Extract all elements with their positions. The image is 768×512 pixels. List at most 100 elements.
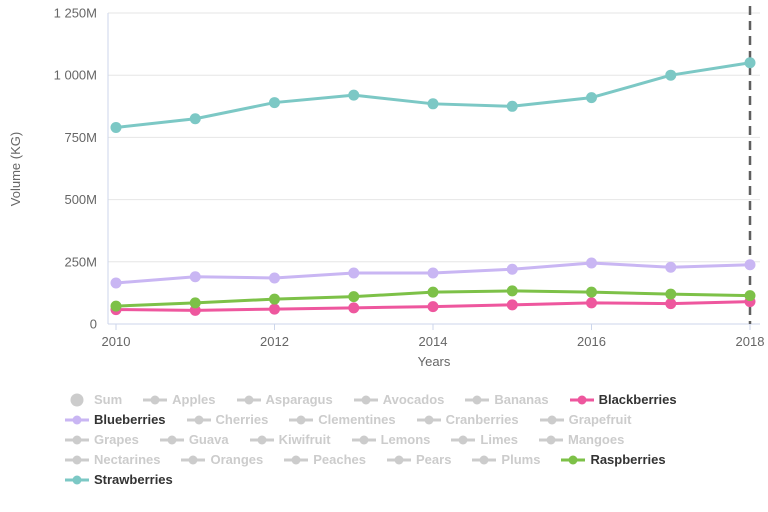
x-axis-tick-label: 2016 [577,334,606,349]
legend-item-guava[interactable]: Guava [159,431,229,448]
legend-item-clementines[interactable]: Clementines [288,411,396,428]
data-point-blackberries-2017[interactable] [665,298,677,310]
data-point-raspberries-2017[interactable] [665,288,677,300]
line-marker-icon [569,395,594,404]
legend-item-kiwifruit[interactable]: Kiwifruit [249,431,331,448]
x-axis-tick-label: 2010 [102,334,131,349]
legend-item-label: Cherries [215,412,269,427]
legend-item-peaches[interactable]: Peaches [283,451,366,468]
legend-item-raspberries[interactable]: Raspberries [560,451,666,468]
legend-item-grapefruit[interactable]: Grapefruit [539,411,632,428]
line-marker-icon [289,415,314,424]
y-axis-tick-label: 1 000M [54,68,97,83]
line-marker-icon [249,435,274,444]
data-point-blueberries-2014[interactable] [427,267,439,279]
y-axis-title: Volume (KG) [8,132,23,206]
legend-item-pears[interactable]: Pears [386,451,451,468]
legend-item-cherries[interactable]: Cherries [186,411,269,428]
data-point-blueberries-2018[interactable] [744,259,756,271]
line-marker-icon [353,395,378,404]
data-point-blackberries-2015[interactable] [506,299,518,311]
data-point-strawberries-2013[interactable] [348,89,360,101]
line-marker-icon [65,475,89,484]
legend-item-label: Raspberries [590,452,666,467]
data-point-blackberries-2016[interactable] [586,297,597,309]
legend-item-label: Kiwifruit [278,432,331,447]
legend-item-label: Asparagus [265,392,333,407]
legend-item-label: Mangoes [567,432,625,447]
legend-item-nectarines[interactable]: Nectarines [64,451,160,468]
legend-item-bananas[interactable]: Bananas [464,391,549,408]
legend-item-cranberries[interactable]: Cranberries [416,411,519,428]
data-point-blueberries-2011[interactable] [189,271,201,283]
y-axis-tick-label: 750M [64,130,97,145]
data-point-blueberries-2017[interactable] [665,261,677,273]
legend-item-lemons[interactable]: Lemons [351,431,430,448]
legend-item-sum[interactable]: Sum [64,391,122,408]
legend-item-oranges[interactable]: Oranges [180,451,263,468]
data-point-raspberries-2018[interactable] [744,290,756,302]
y-axis-tick-label: 250M [64,254,97,269]
data-point-raspberries-2015[interactable] [506,285,518,297]
line-marker-icon [416,415,441,424]
x-axis-tick-label: 2018 [736,334,765,349]
legend-item-grapes[interactable]: Grapes [64,431,139,448]
line-marker-icon [284,455,309,464]
data-point-strawberries-2014[interactable] [427,98,439,110]
x-axis-tick-label: 2012 [260,334,289,349]
data-point-blackberries-2013[interactable] [348,302,360,314]
data-point-blackberries-2012[interactable] [269,303,280,315]
data-point-strawberries-2011[interactable] [189,113,201,125]
legend-item-mangoes[interactable]: Mangoes [538,431,624,448]
legend-item-plums[interactable]: Plums [471,451,540,468]
line-marker-icon [472,455,497,464]
data-point-strawberries-2016[interactable] [586,92,597,104]
legend-item-label: Oranges [210,452,264,467]
line-marker-icon [561,455,586,464]
legend-item-asparagus[interactable]: Asparagus [236,391,333,408]
legend-item-label: Blackberries [598,392,677,407]
y-axis-tick-label: 1 250M [54,6,97,21]
data-point-blueberries-2012[interactable] [269,272,280,284]
y-axis-tick-label: 0 [90,317,97,332]
data-point-strawberries-2018[interactable] [744,57,756,69]
legend-item-limes[interactable]: Limes [450,431,518,448]
line-marker-icon [181,455,206,464]
data-point-raspberries-2012[interactable] [269,293,280,305]
data-point-raspberries-2010[interactable] [110,300,122,312]
line-marker-icon [538,435,563,444]
data-point-blueberries-2016[interactable] [586,257,597,269]
legend-item-apples[interactable]: Apples [142,391,216,408]
line-marker-icon [159,435,184,444]
legend-item-blueberries[interactable]: Blueberries [64,411,166,428]
series-line-strawberries [114,61,752,129]
data-point-strawberries-2010[interactable] [110,121,122,133]
line-marker-icon [465,395,490,404]
data-point-blueberries-2010[interactable] [110,277,122,289]
legend-item-label: Apples [172,392,216,407]
data-point-raspberries-2014[interactable] [427,286,439,298]
data-point-raspberries-2011[interactable] [189,297,201,309]
data-point-strawberries-2017[interactable] [665,69,677,81]
legend-item-label: Clementines [318,412,396,427]
data-point-blackberries-2014[interactable] [427,301,439,313]
data-point-strawberries-2012[interactable] [269,97,280,109]
data-point-blueberries-2015[interactable] [506,263,518,275]
data-point-raspberries-2013[interactable] [348,291,360,303]
legend-item-blackberries[interactable]: Blackberries [569,391,677,408]
line-marker-icon [351,435,376,444]
line-marker-icon [387,455,411,464]
data-point-strawberries-2015[interactable] [506,100,518,112]
data-point-raspberries-2016[interactable] [586,286,597,298]
legend-item-label: Grapefruit [568,412,632,427]
legend-item-label: Guava [188,432,229,447]
legend-item-label: Strawberries [94,472,173,487]
line-marker-icon [65,435,89,444]
data-point-blueberries-2013[interactable] [348,267,360,279]
legend-item-avocados[interactable]: Avocados [353,391,445,408]
legend-item-strawberries[interactable]: Strawberries [64,471,173,488]
legend-item-label: Nectarines [94,452,161,467]
chart-canvas: 0 250M 500M 750M 1 000M 1 250M 2010 2012 2014 201… [8,6,765,370]
legend-item-label: Avocados [382,392,445,407]
line-marker-icon [236,395,261,404]
